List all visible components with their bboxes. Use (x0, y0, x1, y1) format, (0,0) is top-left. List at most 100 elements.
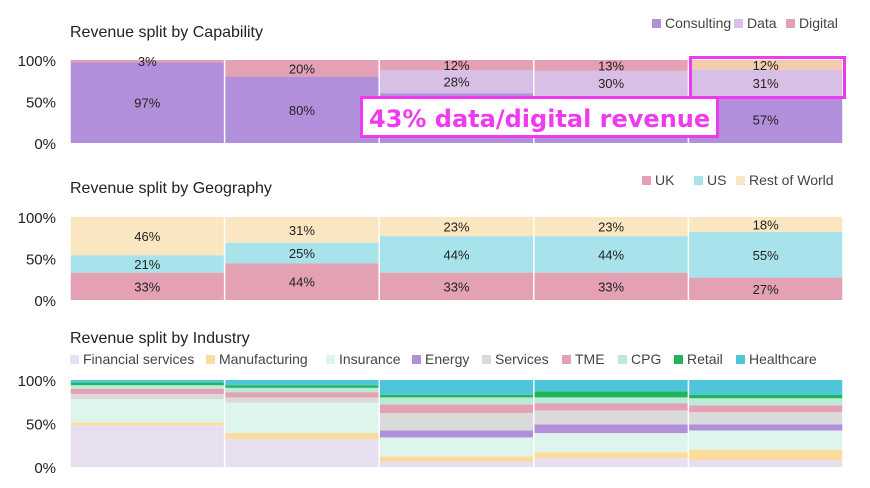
bar-segment (379, 380, 534, 395)
legend-label: Digital (799, 15, 838, 31)
data-label: 31% (289, 223, 315, 238)
bar-segment (689, 412, 843, 425)
chart-title: Revenue split by Geography (70, 180, 272, 197)
bar-segment (225, 392, 379, 398)
bar-segment (225, 402, 379, 434)
bar-segment (379, 394, 534, 398)
bar-segment (534, 70, 688, 96)
legend-swatch (618, 355, 627, 364)
bar-segment (534, 236, 688, 273)
y-tick-label: 0% (34, 136, 56, 153)
bar-segment (225, 380, 379, 386)
bar-segment (689, 405, 843, 413)
bar-segment (534, 380, 688, 392)
data-label: 33% (134, 279, 160, 294)
bar-segment (689, 217, 843, 232)
bar-segment (689, 277, 843, 300)
bar-segment (70, 380, 224, 383)
bar-segment (70, 217, 224, 256)
bar-segment (70, 255, 224, 273)
bar-segment (534, 410, 688, 425)
data-label: 12% (443, 58, 469, 73)
data-label: 44% (598, 247, 624, 262)
bar-segment (534, 272, 688, 300)
bar-segment (225, 397, 379, 403)
data-label: 80% (289, 103, 315, 118)
legend-swatch (70, 355, 79, 364)
bar-segment (225, 217, 379, 243)
bar-segment (689, 460, 843, 467)
bar-segment (379, 456, 534, 462)
bar-segment (379, 437, 534, 457)
legend-label: Healthcare (749, 351, 817, 367)
bar-segment (534, 217, 688, 237)
y-tick-label: 50% (26, 252, 56, 269)
y-tick-label: 100% (18, 210, 56, 227)
bar-segment (70, 60, 224, 63)
bar-segment (70, 422, 224, 426)
y-tick-label: 100% (18, 53, 56, 70)
bar-segment (70, 425, 224, 467)
bar-segment (689, 69, 843, 96)
legend-swatch (786, 19, 795, 28)
legend-swatch (642, 176, 651, 185)
data-label: 30% (598, 76, 624, 91)
legend-swatch (736, 355, 745, 364)
data-label: 57% (753, 112, 779, 127)
legend-swatch (562, 355, 571, 364)
data-label: 20% (289, 61, 315, 76)
data-label: 27% (753, 282, 779, 297)
bar-segment (689, 380, 843, 395)
bar-segment (379, 217, 534, 237)
bar-segment (534, 391, 688, 398)
data-label: 13% (598, 58, 624, 73)
data-label: 28% (443, 75, 469, 90)
data-label: 21% (134, 257, 160, 272)
legend-swatch (652, 19, 661, 28)
legend-label: Financial services (83, 351, 194, 367)
bar-segment (225, 385, 379, 388)
bar-segment (70, 399, 224, 423)
chart-title: Revenue split by Capability (70, 24, 263, 41)
legend-label: Rest of World (749, 172, 834, 188)
bar-segment (379, 60, 534, 70)
bar-segment (225, 60, 379, 77)
data-label: 55% (753, 248, 779, 263)
bar-segment (379, 272, 534, 300)
legend-label: US (707, 172, 726, 188)
y-tick-label: 0% (34, 293, 56, 310)
bar-segment (534, 458, 688, 467)
bar-segment (225, 263, 379, 300)
bar-segment (70, 382, 224, 386)
bar-segment (689, 430, 843, 450)
y-tick-label: 100% (18, 373, 56, 390)
bar-segment (534, 60, 688, 71)
legend-swatch (734, 19, 743, 28)
legend-label: Data (747, 15, 777, 31)
y-tick-label: 50% (26, 95, 56, 112)
legend-label: Insurance (339, 351, 401, 367)
legend-swatch (482, 355, 491, 364)
bar-segment (689, 424, 843, 431)
bar-segment (70, 272, 224, 300)
data-label: 31% (753, 76, 779, 91)
y-tick-label: 0% (34, 460, 56, 477)
legend-swatch (694, 176, 703, 185)
bar-segment (689, 394, 843, 399)
bar-segment (689, 449, 843, 461)
legend-label: CPG (631, 351, 661, 367)
bar-segment (379, 236, 534, 273)
data-label: 18% (753, 217, 779, 232)
highlight-box (689, 56, 846, 99)
bar-segment (534, 424, 688, 434)
chart-title: Revenue split by Industry (70, 330, 250, 347)
bar-segment (379, 404, 534, 414)
y-tick-label: 50% (26, 417, 56, 434)
legend-swatch (412, 355, 421, 364)
legend-label: Retail (687, 351, 723, 367)
legend-label: Energy (425, 351, 469, 367)
data-label: 12% (753, 58, 779, 73)
bar-segment (689, 398, 843, 406)
bar-segment (70, 385, 224, 389)
bar-segment (379, 413, 534, 431)
